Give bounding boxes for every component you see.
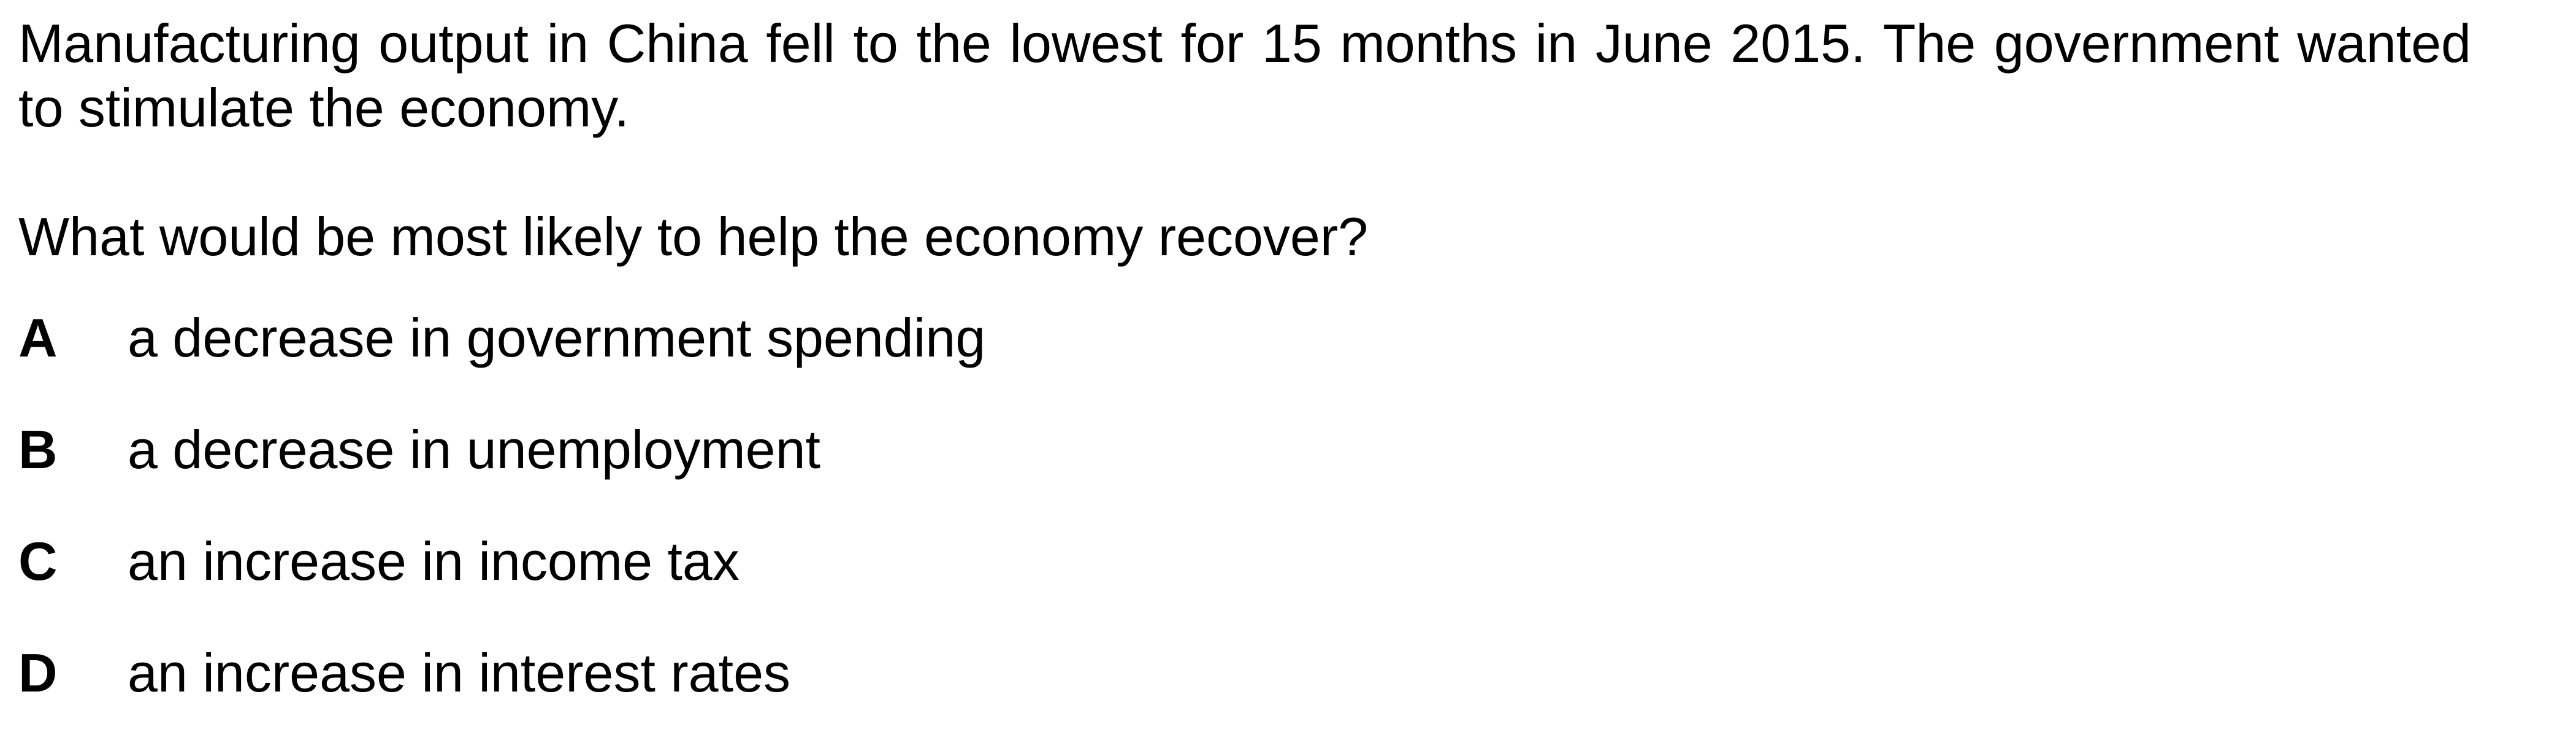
- option-letter: D: [18, 642, 58, 703]
- option-text: an increase in interest rates: [128, 642, 791, 703]
- option-text: an increase in income tax: [128, 531, 740, 591]
- option-text: a decrease in government spending: [128, 307, 986, 368]
- option-d[interactable]: D an increase in interest rates: [18, 641, 2471, 705]
- option-letter: B: [18, 419, 58, 480]
- option-letter: C: [18, 531, 58, 591]
- question-page: Manufacturing output in China fell to th…: [18, 11, 2471, 705]
- question-prompt: What would be most likely to help the ec…: [18, 206, 1369, 267]
- option-letter: A: [18, 307, 58, 368]
- option-c[interactable]: C an increase in income tax: [18, 529, 2471, 593]
- question-stem: Manufacturing output in China fell to th…: [18, 13, 2471, 138]
- option-b[interactable]: B a decrease in unemployment: [18, 417, 2471, 482]
- option-text: a decrease in unemployment: [128, 419, 820, 480]
- option-a[interactable]: A a decrease in government spending: [18, 306, 2471, 370]
- answer-options: A a decrease in government spending B a …: [18, 306, 2471, 705]
